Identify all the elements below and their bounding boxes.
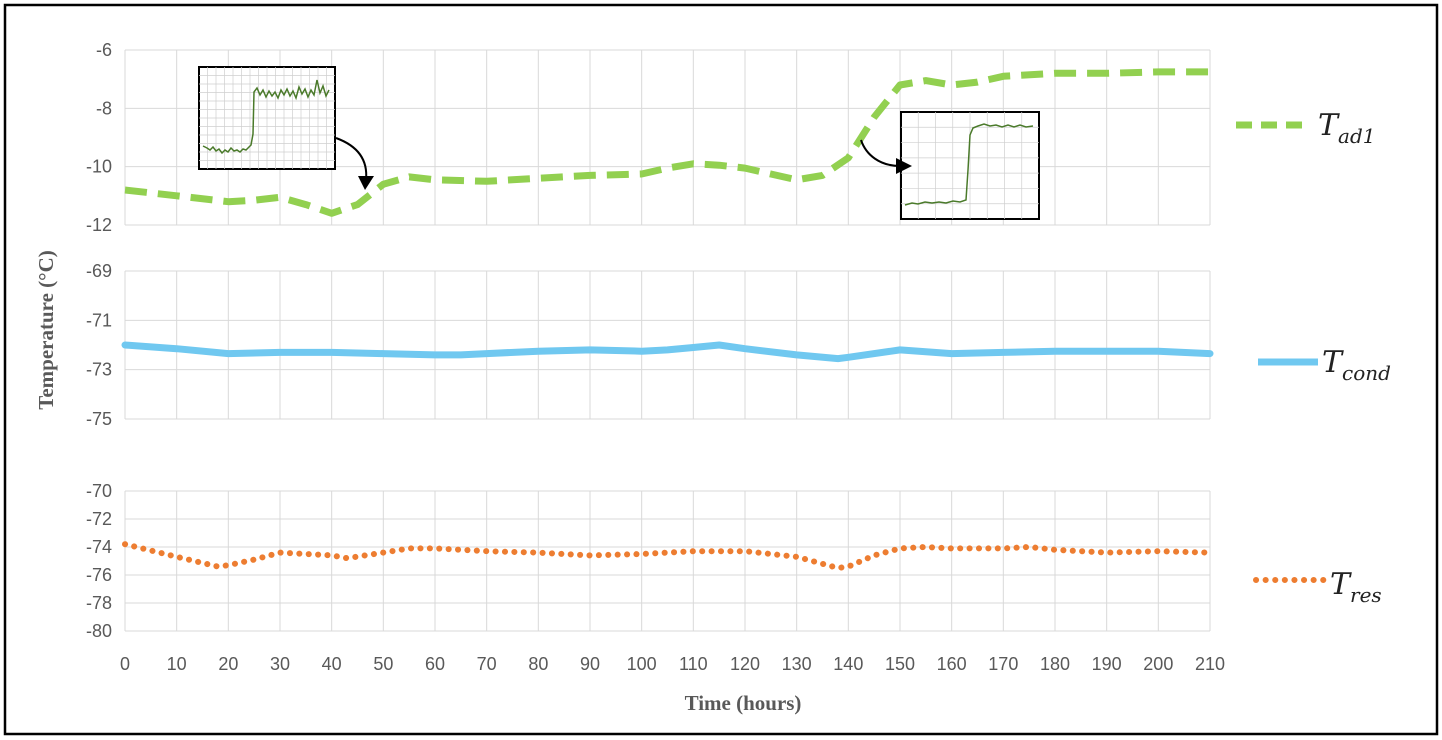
y-tick-top-0: -6 [96,40,112,60]
x-tick-4: 40 [322,654,342,674]
x-tick-1: 10 [167,654,187,674]
x-tick-11: 110 [679,654,708,674]
legend-t-cond: Tcond [1258,345,1391,385]
legend-t-ad1-main: T [1318,108,1340,143]
y-tick-top-1: -8 [96,98,112,118]
x-tick-19: 190 [1092,654,1122,674]
y-tick-middle-1: -71 [86,310,112,330]
x-tick-12: 120 [730,654,760,674]
series-t-cond-line [121,341,1214,363]
y-tick-top-2: -10 [86,157,112,177]
x-tick-0: 0 [120,654,130,674]
x-tick-2: 20 [218,654,238,674]
x-tick-labels: 0 10 20 30 40 50 60 70 80 90 100 110 120 130 140 150 160… [120,654,1225,674]
x-tick-9: 90 [580,654,600,674]
y-tick-bottom-5: -80 [86,621,112,641]
y-tick-middle-0: -69 [86,261,112,281]
x-tick-16: 160 [937,654,967,674]
y-tick-bottom-3: -76 [86,565,112,585]
y-tick-bottom-1: -72 [86,509,112,529]
grid-lines [124,49,1211,632]
x-tick-6: 60 [425,654,445,674]
inset-zoom-2 [900,111,1040,220]
x-tick-15: 150 [885,654,915,674]
y-axis-title: Temperature (°C) [34,250,58,409]
x-tick-8: 80 [528,654,548,674]
x-tick-7: 70 [477,654,497,674]
legend-t-cond-main: T [1322,345,1344,380]
x-tick-21: 210 [1195,654,1225,674]
y-tick-bottom-4: -78 [86,593,112,613]
legend-t-ad1-sub: ad1 [1338,124,1375,148]
inset-2-trace [904,123,1034,206]
x-tick-10: 100 [627,654,657,674]
legend-t-ad1: Tad1 [1236,108,1375,148]
x-tick-18: 180 [1040,654,1070,674]
y-tick-middle-3: -75 [86,409,112,429]
legend-t-res: Tres [1253,567,1382,607]
inset-1-arrow [335,137,374,190]
inset-2-arrow [860,139,912,174]
x-tick-3: 30 [270,654,290,674]
inset-1-grid [199,67,335,169]
x-tick-17: 170 [988,654,1018,674]
y-tick-middle-2: -73 [86,360,112,380]
series-lines [121,68,1214,571]
x-axis-title: Time (hours) [685,691,802,715]
y-tick-bottom-0: -70 [86,481,112,501]
series-t-ad1-line [124,68,1210,217]
x-tick-5: 50 [373,654,393,674]
series-t-res-line [122,541,1213,571]
svg-text:Tcond: Tcond [1322,345,1391,385]
y-tick-bottom-2: -74 [86,537,112,557]
legend-t-res-main: T [1330,567,1352,602]
legend-t-cond-sub: cond [1342,361,1391,385]
x-tick-14: 140 [833,654,863,674]
inset-zoom-1 [198,66,336,170]
inset-1-trace [202,79,330,155]
svg-text:Tres: Tres [1330,567,1382,607]
y-tick-top-3: -12 [86,215,112,235]
y-tick-labels: -6 -8 -10 -12 -69 -71 -73 -75 -70 -72 -74 -76 -78 -80 [86,40,112,641]
x-tick-20: 200 [1143,654,1173,674]
legend-t-res-sub: res [1350,583,1382,607]
svg-text:Tad1: Tad1 [1318,108,1375,148]
x-tick-13: 130 [782,654,812,674]
